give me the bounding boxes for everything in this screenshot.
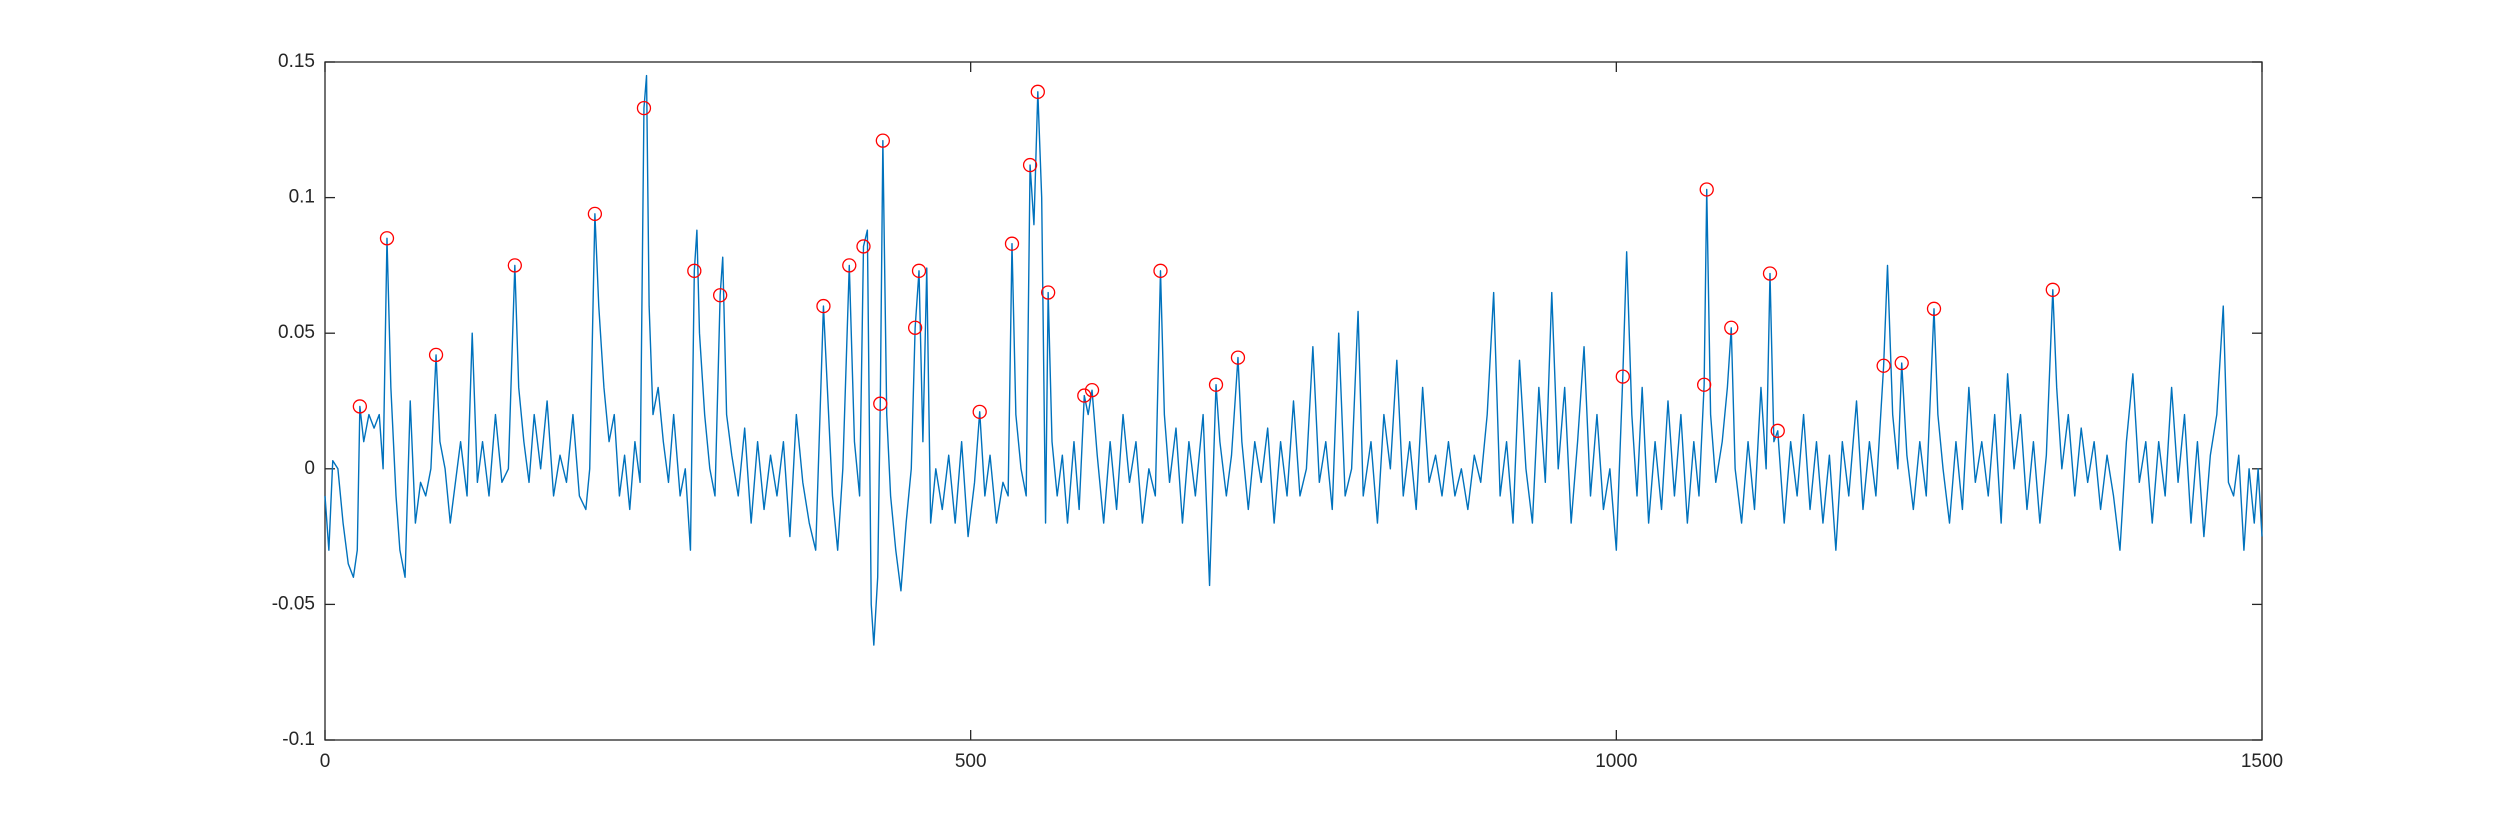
peak-marker xyxy=(1762,266,1778,281)
peak-marker xyxy=(1208,377,1224,392)
signal-line xyxy=(324,74,2263,646)
peak-marker xyxy=(352,399,368,414)
peak-marker xyxy=(1022,157,1038,173)
peak-marker xyxy=(1077,388,1092,403)
peak-marker xyxy=(636,100,652,116)
peak-marker xyxy=(856,239,871,254)
peak-marker xyxy=(507,258,522,273)
peak-marker xyxy=(1030,84,1045,99)
y-tick-label: 0 xyxy=(304,458,315,479)
x-tick-label: 1500 xyxy=(2241,751,2283,772)
peak-marker xyxy=(1894,355,1909,371)
peak-marker xyxy=(1153,263,1168,278)
peak-marker xyxy=(1084,383,1100,398)
peak-marker xyxy=(1699,182,1714,197)
peak-marker xyxy=(907,320,923,335)
peak-marker xyxy=(1004,236,1020,251)
peak-marker xyxy=(712,288,728,303)
peak-marker xyxy=(911,263,927,278)
peak-marker xyxy=(1230,350,1246,365)
peak-marker xyxy=(2045,282,2060,297)
peak-marker xyxy=(1696,377,1712,392)
peak-marker xyxy=(1040,285,1056,300)
peak-marker xyxy=(816,298,831,314)
peak-marker xyxy=(873,396,888,411)
peak-marker xyxy=(1724,320,1739,335)
y-tick-label: -0.05 xyxy=(272,593,315,614)
peak-marker xyxy=(875,133,891,148)
peak-marker xyxy=(1615,369,1630,384)
y-tick-label: 0.15 xyxy=(278,51,315,72)
x-tick-label: 500 xyxy=(955,751,987,772)
peak-marker xyxy=(1926,301,1942,316)
peak-marker xyxy=(587,206,603,222)
peak-marker xyxy=(428,347,444,363)
x-tick-label: 0 xyxy=(320,751,331,772)
peak-marker xyxy=(1876,358,1891,373)
peak-marker xyxy=(1770,423,1785,438)
y-tick-label: 0.05 xyxy=(278,322,315,343)
peak-marker xyxy=(379,231,395,246)
peak-marker xyxy=(687,263,702,278)
peak-marker xyxy=(972,404,987,419)
peak-marker xyxy=(842,258,857,273)
y-tick-label: -0.1 xyxy=(282,729,315,750)
y-tick-label: 0.1 xyxy=(289,187,315,208)
x-tick-label: 1000 xyxy=(1595,751,1637,772)
